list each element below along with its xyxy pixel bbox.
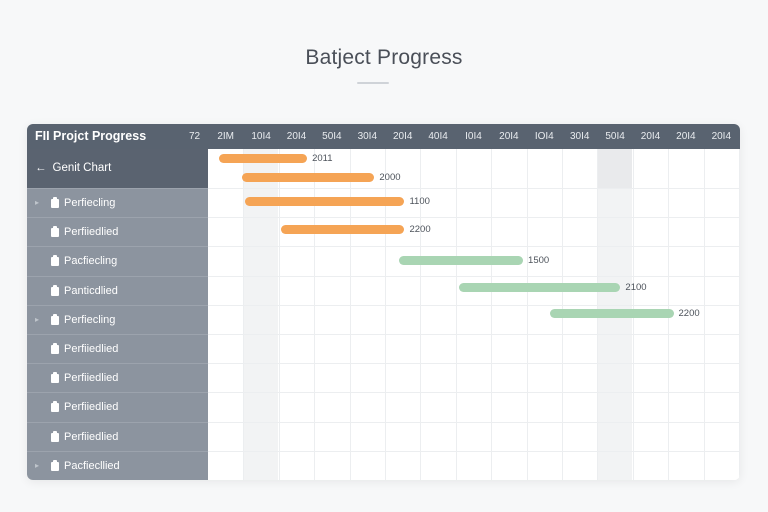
gantt-bar[interactable] (241, 173, 375, 182)
timeline-column-header: 30I4 (357, 131, 378, 142)
expand-caret-icon[interactable]: ▸ (35, 460, 40, 470)
grid-row-line (208, 450, 740, 452)
task-icon (51, 401, 59, 413)
timeline-column-header: 50I4 (322, 131, 342, 142)
grid-column-line (420, 149, 422, 480)
grid-row-line (208, 392, 740, 394)
gantt-bar-label: 2011 (312, 152, 333, 164)
task-icon (51, 284, 59, 296)
gantt-bar-label: 2200 (409, 223, 431, 235)
gantt-bar[interactable] (218, 154, 308, 163)
grid-column-line (526, 149, 528, 480)
task-label: Perfiiedlied (64, 401, 119, 414)
expand-caret-icon[interactable]: ▸ (35, 314, 40, 324)
gantt-bar-label: 2100 (625, 281, 647, 293)
timeline-column-header: 20I4 (286, 131, 307, 142)
grid-row-line (208, 188, 740, 189)
task-label: Perfiecling (64, 197, 116, 209)
timeline-column-header: 72 (188, 131, 201, 142)
gantt-bar[interactable] (245, 197, 405, 206)
timeline-column-header: 20I4 (711, 131, 732, 142)
grid-column-line (243, 149, 245, 480)
timeline-header: FII Projct Progress 72 2IM 10I4 20I4 50I4 30I… (27, 124, 740, 149)
gantt-bar[interactable] (399, 256, 524, 265)
grid-row-line (208, 363, 740, 365)
timeline-column-header: 50I4 (605, 131, 625, 142)
task-row[interactable]: ▸ Pacfiecllied (27, 450, 208, 480)
task-label: Perfiiedlied (64, 430, 119, 443)
page-title: Batject Progress (305, 46, 463, 69)
gantt-bar[interactable] (459, 283, 621, 292)
task-icon (51, 343, 59, 354)
task-row[interactable]: Perfiiedlied (27, 217, 208, 246)
task-label: Perfiecling (64, 313, 116, 326)
grid-column-line (385, 149, 386, 480)
timeline-column-header: I0I4 (465, 131, 482, 142)
back-arrow-icon: ← (35, 162, 47, 174)
timeline-column-header: IOI4 (534, 131, 554, 142)
grid-column-line (278, 149, 280, 480)
task-icon (51, 430, 59, 442)
timeline-column-header: 10I4 (251, 131, 271, 142)
task-icon (51, 372, 59, 384)
grid-column-line (703, 149, 705, 480)
sidebar-title: Genit Chart (52, 162, 112, 174)
gantt-bar[interactable] (549, 309, 674, 318)
grid-row-line (208, 304, 740, 306)
timeline-column-header: 20I4 (640, 131, 661, 142)
grid-row-line (208, 246, 740, 248)
task-row[interactable]: Perfiiedlied (27, 392, 208, 421)
task-row[interactable]: Panticdlied (27, 275, 208, 305)
grid-row-line (208, 217, 740, 219)
task-label: Perfiiedlied (64, 343, 119, 355)
task-sidebar: ← Genit Chart ▸ Perfiecling Perfiiedlied Pac… (27, 149, 208, 480)
task-icon (51, 197, 59, 208)
task-icon (51, 226, 59, 238)
gantt-panel: FII Projct Progress 72 2IM 10I4 20I4 50I4 30I… (27, 124, 740, 480)
gantt-bar[interactable] (280, 225, 405, 234)
grid-row-line (208, 275, 740, 277)
task-row[interactable]: Pacfiecling (27, 246, 208, 275)
gantt-bar-label: 1500 (528, 254, 550, 266)
task-row[interactable]: ▸ Perfiecling (27, 188, 208, 217)
grid-column-line (455, 149, 457, 480)
task-row[interactable]: Perfiiedlied (27, 421, 208, 451)
timeline-column-header: 20I4 (499, 131, 519, 142)
header-title: FII Projct Progress (35, 129, 147, 143)
grid-row-line (208, 421, 740, 423)
gantt-bar-label: 1100 (409, 195, 430, 207)
task-row[interactable]: Perfiiedlied (27, 334, 208, 363)
grid-column-line (739, 149, 740, 480)
task-icon (51, 255, 59, 267)
highlighted-header-cell (597, 149, 633, 188)
timeline-column-header: 30I4 (569, 131, 590, 142)
timeline-grid: 2011 2000 1100 2200 1500 2100 2200 (208, 149, 740, 480)
task-label: Pacfiecllied (64, 459, 120, 472)
timeline-column-header: 20I4 (392, 131, 413, 142)
task-label: Perfiiedlied (64, 226, 119, 239)
task-row[interactable]: ▸ Perfiecling (27, 304, 208, 334)
grid-column-line (314, 149, 316, 480)
gantt-chart-back-link[interactable]: ← Genit Chart (27, 149, 208, 188)
timeline-column-header: 20I4 (676, 131, 696, 142)
grid-row-line (208, 334, 740, 335)
task-label: Perfiiedlied (64, 372, 119, 385)
gantt-bar-label: 2000 (379, 171, 401, 183)
task-icon (51, 313, 59, 325)
title-divider (357, 82, 389, 84)
timeline-column-header: 2IM (217, 131, 235, 142)
task-row[interactable]: Perfiiedlied (27, 363, 208, 392)
grid-column-line (349, 149, 351, 480)
expand-caret-icon[interactable]: ▸ (35, 198, 40, 207)
task-label: Panticdlied (64, 284, 118, 297)
task-icon (51, 459, 59, 471)
grid-column-line (491, 149, 493, 480)
task-label: Pacfiecling (64, 255, 118, 268)
timeline-column-header: 40I4 (428, 131, 448, 142)
gantt-bar-label: 2200 (678, 307, 700, 319)
